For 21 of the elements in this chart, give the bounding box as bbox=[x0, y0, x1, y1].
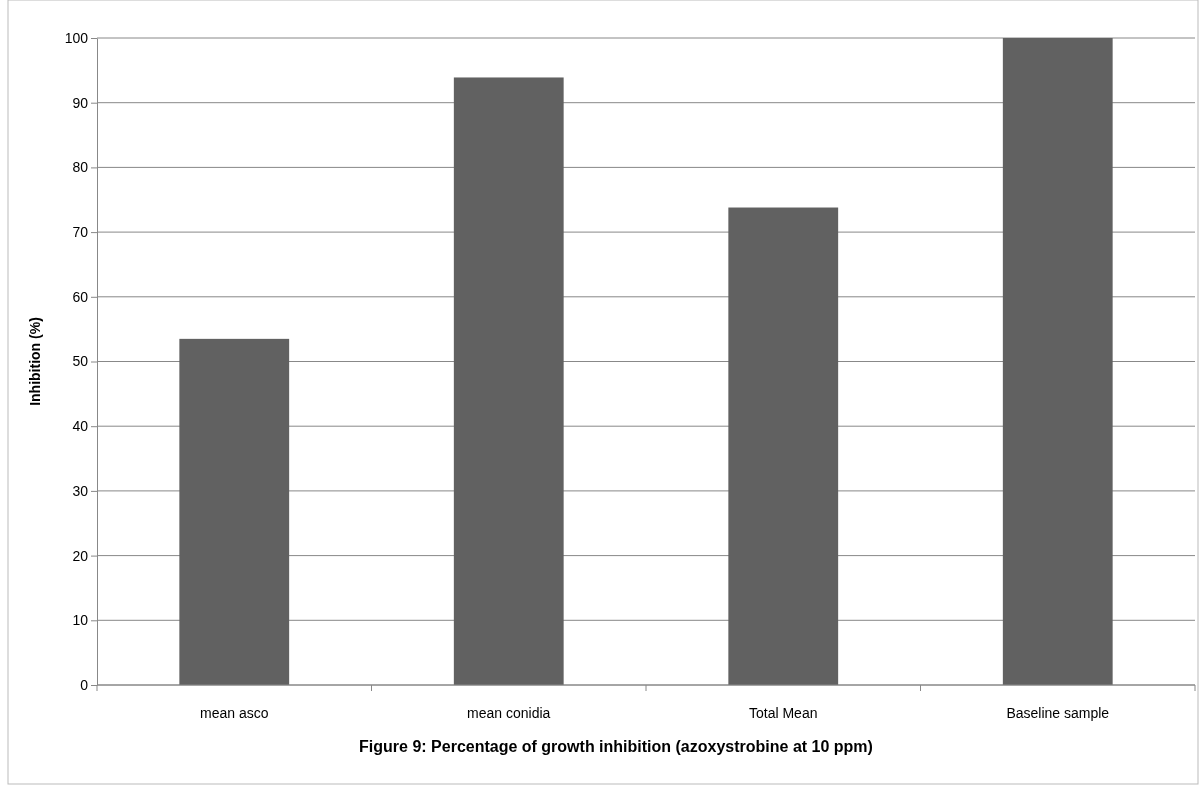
y-tick-label: 10 bbox=[72, 612, 89, 629]
y-tick-label: 50 bbox=[72, 353, 89, 370]
y-tick-label: 30 bbox=[72, 482, 89, 499]
y-tick-label: 0 bbox=[80, 676, 89, 693]
y-tick-label: 90 bbox=[72, 94, 89, 111]
y-tick-label: 20 bbox=[72, 547, 89, 564]
bar bbox=[179, 338, 290, 685]
y-tick-label: 80 bbox=[72, 159, 89, 176]
y-tick-label: 100 bbox=[64, 29, 89, 46]
x-tick-label: mean conidia bbox=[467, 705, 551, 721]
y-axis-title: Inhibition (%) bbox=[27, 317, 43, 406]
caption: Figure 9: Percentage of growth inhibition (azoxystrobine at 10 ppm) bbox=[359, 738, 873, 755]
y-tick-label: 40 bbox=[72, 418, 89, 435]
y-tick-label: 70 bbox=[72, 224, 89, 241]
x-tick-label: Total Mean bbox=[749, 705, 818, 721]
bar bbox=[1002, 38, 1113, 685]
bar bbox=[453, 77, 564, 685]
y-tick-label: 60 bbox=[72, 288, 89, 305]
bar bbox=[728, 207, 839, 685]
x-tick-label: Baseline sample bbox=[1006, 705, 1110, 721]
x-tick-label: mean asco bbox=[200, 705, 269, 721]
